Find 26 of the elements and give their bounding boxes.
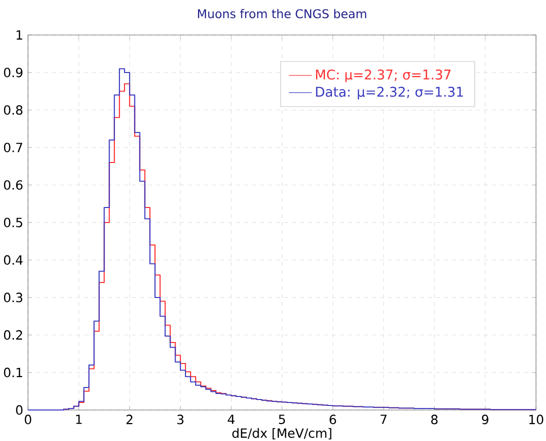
y-tick-label: 0.3 [4,292,22,302]
chart-title: Muons from the CNGS beam [198,8,366,18]
legend-label: MC: μ=2.37; σ=1.37 [316,69,451,82]
x-tick-label: 8 [431,414,438,424]
x-tick-label: 7 [380,414,387,424]
x-tick-label: 9 [482,414,488,424]
x-tick-label: 2 [126,414,132,424]
y-tick-label: 0.6 [4,180,22,190]
x-tick-label: 1 [76,414,82,424]
y-tick-label: 0.1 [4,368,22,378]
y-tick-label: 1 [16,30,22,40]
y-tick-label: 0.7 [4,142,22,152]
x-tick-label: 5 [278,414,285,424]
x-axis-title: dE/dx [MeV/cm] [232,428,332,440]
legend-label: Data: μ=2.32; σ=1.31 [316,86,463,100]
y-tick-label: 0.8 [4,105,22,115]
y-tick-label: 0.2 [4,330,22,340]
x-tick-label: 6 [330,414,336,424]
y-tick-label: 0.5 [4,218,22,228]
x-tick-label: 10 [529,414,544,424]
x-tick-label: 0 [24,414,32,424]
y-tick-label: 0 [16,405,22,415]
x-tick-label: 4 [228,414,235,424]
x-tick-label: 3 [177,414,184,424]
y-tick-label: 0.4 [4,255,23,265]
y-tick-label: 0.9 [4,68,22,78]
